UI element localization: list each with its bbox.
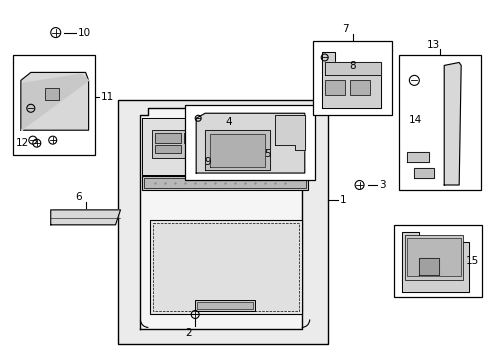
Polygon shape xyxy=(324,62,381,75)
Text: 13: 13 xyxy=(426,40,439,50)
Bar xyxy=(150,220,301,315)
Bar xyxy=(45,88,59,100)
Bar xyxy=(13,55,94,155)
Bar xyxy=(185,105,314,180)
Polygon shape xyxy=(274,115,304,150)
Text: 1: 1 xyxy=(339,195,346,205)
Bar xyxy=(312,41,392,115)
Text: 5: 5 xyxy=(264,149,270,159)
Bar xyxy=(244,129,290,163)
Text: 14: 14 xyxy=(408,115,422,125)
Bar xyxy=(184,133,198,143)
Polygon shape xyxy=(210,134,264,167)
Text: 3: 3 xyxy=(379,180,386,190)
Polygon shape xyxy=(51,210,120,225)
Bar xyxy=(144,178,305,188)
Bar xyxy=(118,100,327,345)
Bar xyxy=(324,80,344,95)
Polygon shape xyxy=(196,113,304,173)
Text: 2: 2 xyxy=(184,328,191,338)
Bar xyxy=(399,55,480,190)
Bar xyxy=(142,176,307,190)
Bar xyxy=(155,145,181,153)
Text: 9: 9 xyxy=(204,157,211,167)
Bar xyxy=(152,130,217,158)
Text: 7: 7 xyxy=(342,24,348,33)
Polygon shape xyxy=(140,108,309,329)
Bar xyxy=(407,238,460,276)
Bar xyxy=(349,80,369,95)
Text: 12: 12 xyxy=(16,138,29,148)
Polygon shape xyxy=(407,152,428,162)
Bar xyxy=(240,125,294,167)
Bar xyxy=(195,300,254,311)
Polygon shape xyxy=(21,75,88,130)
Polygon shape xyxy=(413,168,433,178)
Bar xyxy=(155,133,181,143)
Text: 8: 8 xyxy=(349,62,355,71)
Polygon shape xyxy=(142,118,307,175)
Bar xyxy=(153,223,298,311)
Polygon shape xyxy=(321,53,381,108)
Bar xyxy=(405,235,462,280)
Polygon shape xyxy=(419,258,438,275)
Text: 6: 6 xyxy=(75,192,82,202)
Text: 10: 10 xyxy=(78,28,91,37)
Polygon shape xyxy=(205,130,269,170)
Polygon shape xyxy=(402,232,468,292)
Polygon shape xyxy=(21,72,88,130)
Text: 15: 15 xyxy=(465,256,478,266)
Bar xyxy=(394,225,481,297)
Text: 11: 11 xyxy=(101,92,114,102)
Polygon shape xyxy=(443,62,460,185)
Bar xyxy=(197,302,252,310)
Text: 4: 4 xyxy=(225,117,232,127)
